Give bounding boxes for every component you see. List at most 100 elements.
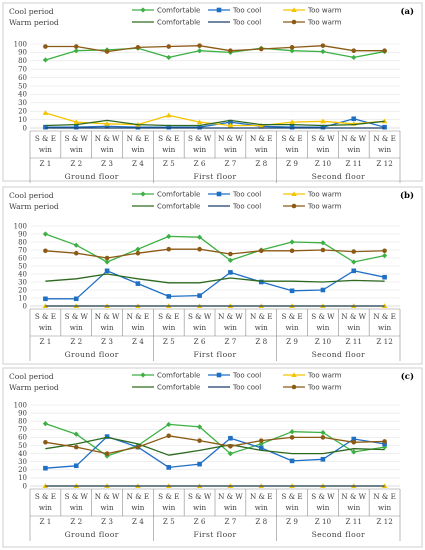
category-label: S & W: [311, 134, 335, 143]
category-label: win: [193, 145, 206, 154]
data-point: [73, 296, 79, 302]
data-point: [197, 461, 202, 467]
panel-frame: [2, 186, 423, 365]
data-point: [320, 43, 326, 48]
data-point: [73, 124, 79, 130]
series-line: [45, 45, 385, 53]
data-point: [73, 463, 79, 469]
category-label: win: [39, 323, 52, 332]
category-label: N & W: [95, 312, 120, 321]
data-point: [258, 248, 264, 254]
data-point: [320, 435, 326, 440]
y-tick-label: 90: [18, 409, 27, 417]
y-tick-label: 20: [18, 286, 27, 294]
category-label: S & W: [188, 492, 212, 501]
data-point: [166, 465, 172, 470]
y-tick-label: 30: [18, 278, 27, 286]
series-line: [45, 47, 385, 61]
legend-label: Too warm: [307, 384, 342, 392]
y-tick-label: 100: [14, 401, 27, 409]
legend-item: Comfortable: [132, 372, 200, 380]
zone-label: Z 12: [376, 517, 392, 526]
legend-marker: [140, 191, 146, 197]
data-point: [382, 441, 387, 447]
legend-item: Comfortable: [132, 191, 200, 199]
data-point: [73, 444, 79, 450]
category-label: S & W: [188, 134, 212, 143]
panel-label: (c): [401, 371, 414, 382]
zone-label: Z 8: [255, 337, 267, 346]
data-point: [381, 253, 388, 259]
category-label: win: [255, 145, 268, 154]
category-label: S & E: [35, 492, 56, 501]
legend-label: Too cool: [232, 19, 261, 27]
zone-label: Z 12: [376, 159, 392, 168]
zone-label: Z 1: [39, 159, 51, 168]
y-tick-label: 60: [18, 434, 27, 442]
y-tick-label: 90: [18, 49, 27, 57]
zone-label: Z 6: [194, 517, 206, 526]
data-point: [135, 444, 141, 450]
category-label: N & W: [218, 312, 243, 321]
data-point: [135, 124, 141, 130]
legend-item: Too cool: [208, 384, 261, 392]
y-tick-label: 80: [18, 418, 27, 426]
zone-label: Z 6: [194, 159, 206, 168]
category-label: S & W: [188, 312, 212, 321]
zone-label: Z 7: [224, 159, 236, 168]
category-label: win: [378, 145, 391, 154]
data-point: [104, 259, 110, 265]
data-point: [166, 246, 172, 252]
zone-label: Z 2: [70, 337, 82, 346]
data-point: [196, 424, 203, 430]
data-point: [258, 438, 264, 443]
category-label: win: [193, 323, 206, 332]
category-label: win: [316, 323, 329, 332]
category-label: N & E: [127, 312, 150, 321]
data-point: [42, 110, 49, 115]
category-label: win: [286, 145, 299, 154]
floor-label: First floor: [193, 530, 236, 539]
data-point: [320, 456, 326, 462]
category-label: win: [101, 323, 114, 332]
category-label: win: [70, 323, 83, 332]
series-0: [42, 231, 388, 265]
legend-item: Too cool: [208, 19, 261, 27]
data-point: [382, 48, 387, 54]
floor-label: Ground floor: [65, 350, 119, 359]
data-point: [73, 48, 79, 54]
category-label: S & E: [158, 492, 179, 501]
series-3: [45, 436, 385, 456]
data-point: [42, 231, 49, 237]
data-point: [104, 268, 110, 274]
category-label: win: [39, 145, 52, 154]
data-point: [382, 248, 387, 254]
data-point: [104, 49, 110, 54]
category-label: S & E: [35, 134, 56, 143]
data-point: [289, 288, 295, 294]
floor-label: First floor: [193, 350, 236, 359]
legend-marker: [291, 372, 297, 377]
legend-marker: [140, 7, 146, 13]
y-tick-label: 60: [18, 74, 27, 82]
data-point: [73, 250, 79, 256]
data-point: [258, 46, 264, 52]
data-point: [351, 259, 357, 265]
category-label: win: [162, 145, 175, 154]
y-tick-label: 30: [18, 458, 27, 466]
zone-label: Z 2: [70, 159, 82, 168]
zone-label: Z 1: [39, 517, 51, 526]
category-label: S & E: [282, 312, 303, 321]
zone-label: Z 4: [132, 337, 144, 346]
data-point: [104, 124, 110, 129]
data-point: [166, 233, 172, 239]
y-tick-label: 80: [18, 57, 27, 65]
category-label: S & W: [65, 134, 89, 143]
floor-label: Ground floor: [65, 530, 119, 539]
zone-label: Z 9: [286, 337, 298, 346]
legend-label: Comfortable: [157, 7, 200, 15]
y-tick-label: 10: [18, 116, 27, 124]
